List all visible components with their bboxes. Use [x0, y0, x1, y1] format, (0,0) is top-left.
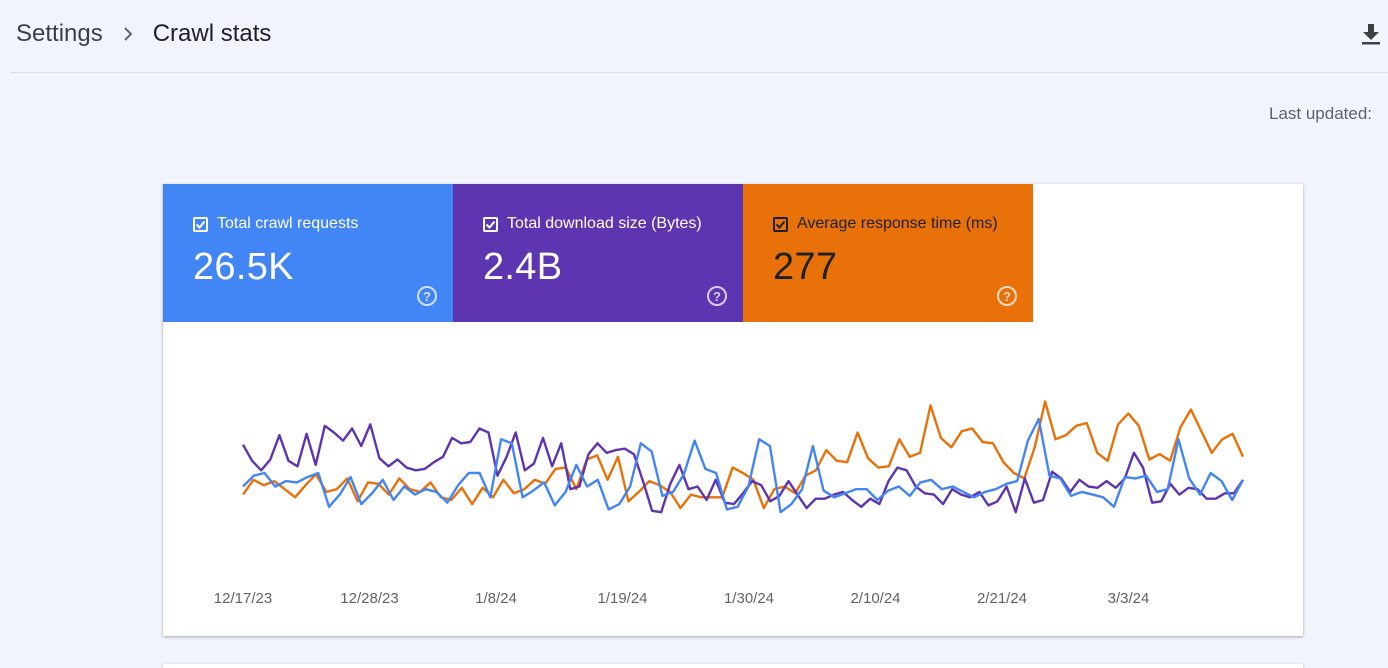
metric-label: Average response time (ms)	[797, 215, 998, 232]
next-card	[163, 664, 1303, 668]
page-title: Crawl stats	[152, 20, 272, 47]
chevron-right-icon	[121, 26, 135, 42]
x-tick-label: 12/28/23	[340, 590, 398, 607]
line-chart: 12/17/23 12/28/23 1/8/24 1/19/24 1/30/24 2/10…	[214, 400, 1245, 607]
help-icon[interactable]: ?	[997, 286, 1017, 306]
x-tick-label: 1/8/24	[475, 590, 517, 607]
metric-value: 26.5K	[193, 246, 294, 288]
x-tick-label: 1/30/24	[724, 590, 774, 607]
metric-average-response-time[interactable]: Average response time (ms) 277 ?	[743, 184, 1033, 322]
series-line-total-download-size-bytes	[241, 423, 1244, 514]
checkbox-checked-icon[interactable]	[773, 216, 788, 232]
breadcrumb: Settings Crawl stats	[16, 20, 271, 48]
crawl-stats-chart: 12/17/23 12/28/23 1/8/24 1/19/24 1/30/24 2/10…	[163, 322, 1303, 636]
checkbox-checked-icon[interactable]	[483, 216, 498, 232]
x-tick-label: 2/10/24	[850, 590, 900, 607]
page-header: Settings Crawl stats	[0, 0, 1388, 72]
x-tick-label: 3/3/24	[1108, 590, 1150, 607]
checkbox-checked-icon[interactable]	[193, 216, 208, 232]
metric-label: Total download size (Bytes)	[507, 215, 702, 232]
header-divider	[10, 72, 1388, 73]
metric-total-download-size[interactable]: Total download size (Bytes) 2.4B ?	[453, 184, 743, 322]
x-tick-label: 1/19/24	[597, 590, 647, 607]
help-icon[interactable]: ?	[707, 286, 727, 306]
x-tick-label: 12/17/23	[214, 590, 272, 607]
help-icon[interactable]: ?	[417, 286, 437, 306]
x-tick-label: 2/21/24	[977, 590, 1027, 607]
last-updated-label: Last updated:	[1269, 104, 1373, 123]
breadcrumb-settings-link[interactable]: Settings	[16, 20, 103, 47]
metric-total-crawl-requests[interactable]: Total crawl requests 26.5K ?	[163, 184, 453, 322]
download-icon[interactable]	[1360, 22, 1382, 46]
metric-value: 2.4B	[483, 246, 563, 288]
metric-value: 277	[773, 246, 838, 288]
metric-label: Total crawl requests	[217, 215, 359, 232]
crawl-stats-card: Total crawl requests 26.5K ? Total downl…	[163, 184, 1303, 636]
series-line-total-crawl-requests	[242, 417, 1245, 514]
